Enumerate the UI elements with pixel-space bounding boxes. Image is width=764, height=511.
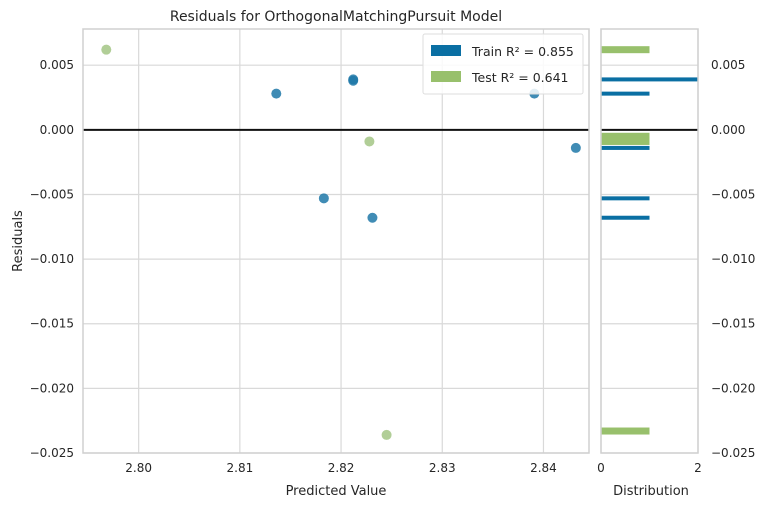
train-distribution-bar	[601, 77, 698, 82]
x-tick-label: 2.84	[530, 461, 557, 475]
y-tick-label: −0.025	[30, 446, 74, 460]
train-distribution-bar	[601, 91, 650, 96]
train-residual-point	[271, 88, 282, 99]
distribution-x-tick-label: 0	[597, 461, 605, 475]
y-tick-label: −0.010	[30, 252, 74, 266]
legend-train-label: Train R² = 0.855	[471, 44, 574, 59]
y-axis-label: Residuals	[11, 210, 26, 272]
y-tick-label: −0.020	[30, 381, 74, 395]
main-plot-frame	[82, 28, 590, 454]
y-tick-labels: 0.005 0.000 −0.005 −0.010 −0.015 −0.020 −0.025	[30, 58, 74, 460]
x-tick-label: 2.80	[125, 461, 152, 475]
residuals-plot: 2.80 2.81 2.82 2.83 2.84 0.005 0.000 −0.005 −0.…	[30, 28, 590, 475]
distribution-x-tick-label: 2	[694, 461, 702, 475]
distribution-y-tick-label: −0.020	[711, 381, 755, 395]
test-residual-point	[364, 136, 375, 147]
train-distribution-bar	[601, 145, 650, 150]
distribution-y-tick-label: −0.005	[711, 187, 755, 201]
legend-box	[422, 33, 584, 95]
x-axis-label: Predicted Value	[286, 484, 387, 499]
distribution-y-tick-label: −0.025	[711, 446, 755, 460]
x-tick-label: 2.81	[227, 461, 254, 475]
distribution-plot-frame	[600, 28, 699, 454]
distribution-axis-label: Distribution	[613, 484, 689, 499]
distribution-y-tick-label: −0.015	[711, 317, 755, 331]
train-distribution-bar	[601, 215, 650, 220]
legend-test-swatch	[431, 71, 461, 82]
test-residual-point	[381, 429, 392, 440]
legend-train-swatch	[431, 45, 461, 56]
train-residual-point	[570, 142, 581, 153]
train-distribution-bar	[601, 196, 650, 201]
distribution-y-tick-label: 0.000	[711, 123, 745, 137]
y-tick-label: −0.015	[30, 317, 74, 331]
distribution-y-tick-labels: 0.005 0.000 −0.005 −0.010 −0.015 −0.020 −0.025	[711, 58, 755, 460]
test-distribution-bar	[601, 132, 650, 140]
train-residual-point	[348, 75, 359, 86]
train-residual-point	[367, 212, 378, 223]
legend-test-label: Test R² = 0.641	[471, 70, 569, 85]
x-tick-label: 2.82	[328, 461, 355, 475]
chart-title: Residuals for OrthogonalMatchingPursuit …	[170, 9, 502, 25]
legend: Train R² = 0.855 Test R² = 0.641	[422, 33, 584, 95]
test-distribution-bar	[601, 137, 650, 145]
x-tick-label: 2.83	[429, 461, 456, 475]
test-residual-point	[101, 44, 112, 55]
residual-points	[101, 44, 581, 440]
test-distribution-bar	[601, 427, 650, 435]
y-tick-label: 0.000	[40, 123, 74, 137]
distribution-y-tick-label: −0.010	[711, 252, 755, 266]
x-tick-labels: 2.80 2.81 2.82 2.83 2.84	[125, 461, 557, 475]
distribution-y-tick-label: 0.005	[711, 58, 745, 72]
train-residual-point	[318, 193, 329, 204]
y-tick-label: 0.005	[40, 58, 74, 72]
y-tick-label: −0.005	[30, 187, 74, 201]
test-distribution-bar	[601, 46, 650, 54]
distribution-bars	[601, 46, 698, 435]
